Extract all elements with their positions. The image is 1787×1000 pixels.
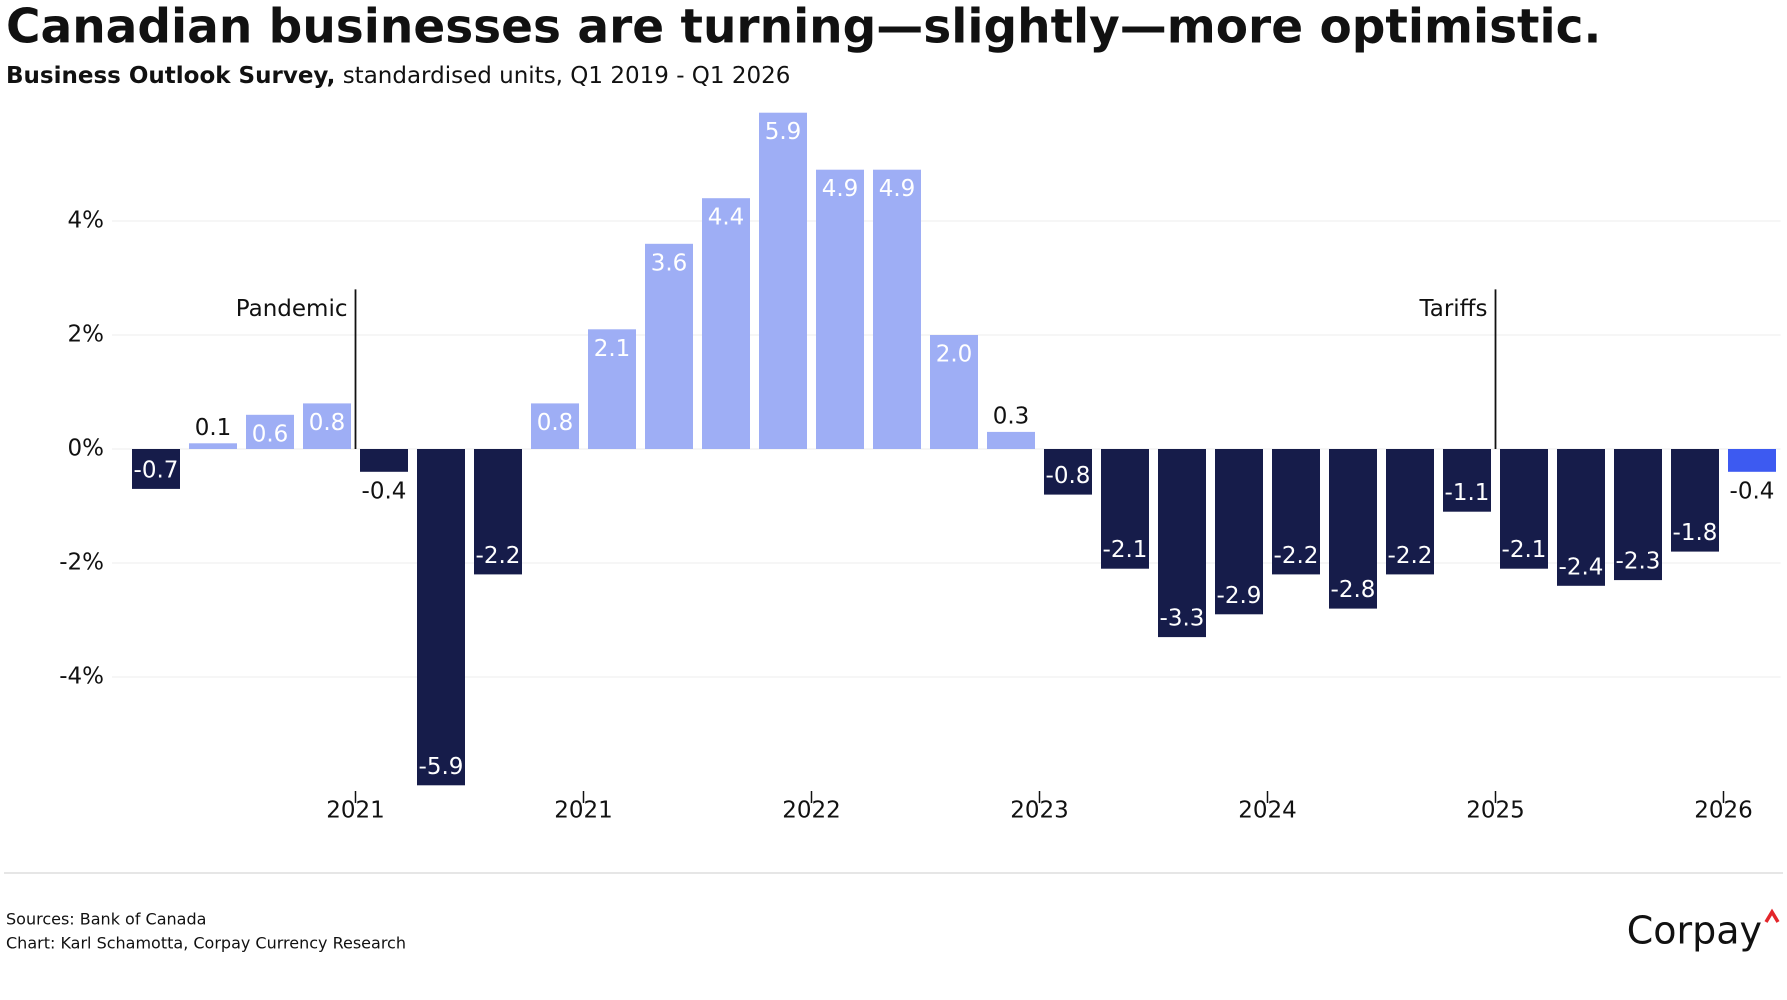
y-tick-label: 4% xyxy=(68,208,105,234)
bar xyxy=(1386,449,1434,575)
value-label: -2.2 xyxy=(476,543,521,569)
bar xyxy=(1329,449,1377,609)
y-tick-label: -4% xyxy=(59,664,104,690)
bar xyxy=(1158,449,1206,638)
bar xyxy=(1614,449,1662,581)
bar xyxy=(531,403,579,449)
x-tick-label: 2022 xyxy=(782,798,841,824)
value-label: -2.1 xyxy=(1502,537,1547,563)
value-label: 0.8 xyxy=(537,410,574,436)
value-label: 4.9 xyxy=(822,176,859,202)
subtitle-bold: Business Outlook Survey, xyxy=(6,63,335,89)
value-label: -2.8 xyxy=(1331,577,1376,603)
annotation: Tariffs xyxy=(1418,296,1487,322)
y-tick-label: -2% xyxy=(59,550,104,576)
bar xyxy=(246,414,294,449)
bar xyxy=(1215,449,1263,615)
chart-title: Canadian businesses are turning—slightly… xyxy=(6,0,1601,55)
bar xyxy=(588,329,636,449)
y-tick-label: 2% xyxy=(68,322,105,348)
value-label: -0.4 xyxy=(362,478,407,504)
subtitle-rest: standardised units, Q1 2019 - Q1 2026 xyxy=(343,63,791,89)
value-label: 5.9 xyxy=(765,119,802,145)
bar xyxy=(1443,449,1491,512)
bar xyxy=(417,449,465,786)
x-tick-label: 2023 xyxy=(1010,798,1069,824)
bar xyxy=(1272,449,1320,575)
value-label: -2.2 xyxy=(1274,543,1319,569)
sources: Sources: Bank of Canada xyxy=(6,910,206,929)
credit: Chart: Karl Schamotta, Corpay Currency R… xyxy=(6,934,406,953)
value-label: -1.8 xyxy=(1673,520,1718,546)
value-label: 2.1 xyxy=(594,336,631,362)
value-label: -1.1 xyxy=(1445,480,1490,506)
bar xyxy=(1500,449,1548,569)
x-tick-label: 2021 xyxy=(554,798,613,824)
bar xyxy=(360,449,408,472)
value-label: 0.8 xyxy=(309,410,346,436)
bar xyxy=(189,443,237,449)
bar xyxy=(816,169,864,449)
bar xyxy=(987,431,1035,449)
value-label: 0.3 xyxy=(993,403,1030,429)
x-tick-label: 2025 xyxy=(1466,798,1525,824)
x-tick-label: 2026 xyxy=(1694,798,1753,824)
value-label: -2.1 xyxy=(1103,537,1148,563)
value-label: 4.9 xyxy=(879,176,916,202)
annotation: Pandemic xyxy=(236,296,348,322)
value-label: -5.9 xyxy=(419,754,464,780)
bar xyxy=(1557,449,1605,586)
bar xyxy=(1728,449,1776,472)
value-label: 0.6 xyxy=(252,421,289,447)
bar xyxy=(759,112,807,449)
subtitle: Business Outlook Survey, standardised un… xyxy=(6,63,790,89)
value-label: -0.7 xyxy=(134,457,179,483)
bar xyxy=(645,243,693,449)
value-label: -0.4 xyxy=(1730,478,1775,504)
value-label: -2.9 xyxy=(1217,583,1262,609)
bar xyxy=(873,169,921,449)
value-label: -0.8 xyxy=(1046,463,1091,489)
value-label: -2.2 xyxy=(1388,543,1433,569)
bar xyxy=(1671,449,1719,552)
value-label: 2.0 xyxy=(936,342,973,368)
value-label: -2.3 xyxy=(1616,549,1661,575)
bar xyxy=(702,198,750,449)
value-label: -3.3 xyxy=(1160,606,1205,632)
bar xyxy=(1044,449,1092,495)
value-label: 4.4 xyxy=(708,205,745,231)
logo-caret xyxy=(1764,908,1780,923)
value-label: 0.1 xyxy=(195,415,232,441)
x-tick-label: 2021 xyxy=(326,798,385,824)
value-label: -2.4 xyxy=(1559,554,1604,580)
logo: Corpay xyxy=(1627,909,1762,953)
bar xyxy=(930,335,978,449)
bar xyxy=(1101,449,1149,569)
y-tick-label: 0% xyxy=(68,436,105,462)
bar xyxy=(132,449,180,489)
x-tick-label: 2024 xyxy=(1238,798,1297,824)
value-label: 3.6 xyxy=(651,250,688,276)
bar xyxy=(474,449,522,575)
bar xyxy=(303,403,351,449)
